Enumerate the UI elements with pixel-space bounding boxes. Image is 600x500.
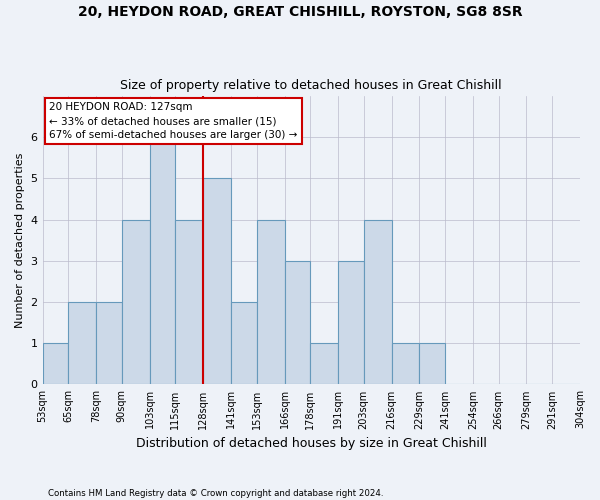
Bar — [419, 343, 445, 384]
Bar — [68, 302, 96, 384]
Title: Size of property relative to detached houses in Great Chishill: Size of property relative to detached ho… — [121, 79, 502, 92]
Bar — [392, 343, 419, 384]
Bar — [284, 261, 310, 384]
Text: Contains HM Land Registry data © Crown copyright and database right 2024.: Contains HM Land Registry data © Crown c… — [48, 488, 383, 498]
Bar — [338, 261, 364, 384]
Bar — [149, 137, 175, 384]
Bar — [364, 220, 392, 384]
Bar — [122, 220, 149, 384]
Text: 20 HEYDON ROAD: 127sqm
← 33% of detached houses are smaller (15)
67% of semi-det: 20 HEYDON ROAD: 127sqm ← 33% of detached… — [49, 102, 298, 140]
X-axis label: Distribution of detached houses by size in Great Chishill: Distribution of detached houses by size … — [136, 437, 487, 450]
Bar — [231, 302, 257, 384]
Bar — [43, 343, 68, 384]
Y-axis label: Number of detached properties: Number of detached properties — [15, 152, 25, 328]
Bar — [310, 343, 338, 384]
Text: 20, HEYDON ROAD, GREAT CHISHILL, ROYSTON, SG8 8SR: 20, HEYDON ROAD, GREAT CHISHILL, ROYSTON… — [77, 5, 523, 19]
Bar — [175, 220, 203, 384]
Bar — [203, 178, 231, 384]
Bar — [257, 220, 284, 384]
Bar — [96, 302, 122, 384]
